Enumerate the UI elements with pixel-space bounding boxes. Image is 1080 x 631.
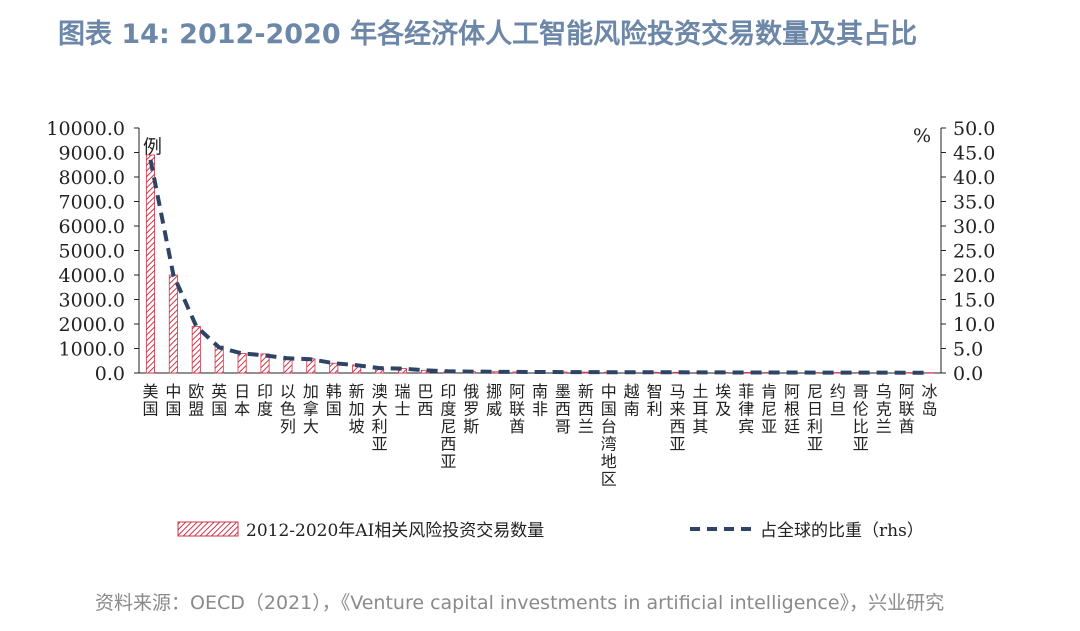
x-tick-label: 新加坡	[349, 382, 365, 436]
right-y-tick-label: 25.0	[953, 241, 995, 263]
right-axis-unit-label: %	[913, 125, 931, 147]
left-y-tick-label: 5000.0	[59, 241, 125, 263]
x-tick-label: 墨西哥	[555, 382, 571, 436]
x-tick-label: 美国	[142, 382, 158, 419]
bar	[397, 368, 408, 374]
bar	[145, 154, 155, 374]
x-tick-label: 澳大利亚	[372, 382, 388, 454]
legend-bar-swatch	[177, 521, 239, 537]
x-tick-label: 巴西	[417, 382, 433, 419]
bar	[260, 353, 270, 374]
right-y-tick-label: 15.0	[953, 290, 995, 312]
right-y-tick-label: 5.0	[953, 339, 983, 361]
chart-title: 图表 14: 2012-2020 年各经济体人工智能风险投资交易数量及其占比	[58, 19, 918, 50]
left-y-tick-label: 3000.0	[59, 290, 125, 312]
right-y-tick-label: 10.0	[953, 314, 995, 336]
x-tick-label: 智利	[647, 382, 663, 419]
x-tick-label: 瑞士	[395, 382, 411, 419]
bar	[191, 326, 201, 374]
x-tick-label: 阿联酋	[509, 382, 525, 436]
bar	[168, 274, 178, 374]
bar	[329, 362, 339, 374]
x-tick-label: 埃及	[715, 382, 731, 419]
axes: 0.01000.02000.03000.04000.05000.06000.07…	[46, 118, 995, 385]
left-axis-unit-label: 例	[143, 136, 162, 158]
legend: 2012-2020年AI相关风险投资交易数量 占全球的比重（rhs）	[177, 521, 924, 541]
x-tick-label: 中国	[165, 382, 181, 419]
x-tick-label: 俄罗斯	[463, 382, 479, 436]
x-tick-label: 新西兰	[578, 382, 594, 436]
x-tick-labels: 美国中国欧盟英国日本印度以色列加拿大韩国新加坡澳大利亚瑞士巴西印度尼西亚俄罗斯挪…	[142, 382, 937, 489]
line-series	[148, 159, 930, 375]
left-y-tick-label: 1000.0	[59, 339, 125, 361]
left-y-tick-label: 2000.0	[59, 314, 125, 336]
left-y-tick-label: 7000.0	[59, 192, 125, 214]
x-tick-label: 冰岛	[922, 382, 938, 419]
left-y-tick-label: 4000.0	[59, 265, 125, 287]
x-tick-label: 乌克兰	[876, 382, 892, 436]
x-tick-label: 英国	[211, 382, 227, 419]
x-tick-label: 印度	[257, 382, 273, 419]
source-note: 资料来源：OECD（2021），《Venture capital investm…	[95, 592, 945, 614]
x-tick-label: 土耳其	[692, 382, 708, 436]
left-y-tick-label: 8000.0	[59, 167, 125, 189]
x-tick-label: 菲律宾	[738, 382, 754, 436]
right-y-tick-label: 50.0	[953, 118, 995, 140]
x-tick-label: 哥伦比亚	[853, 382, 869, 454]
x-tick-label: 约旦	[830, 382, 846, 419]
left-y-tick-label: 9000.0	[59, 143, 125, 165]
x-tick-label: 加拿大	[303, 382, 319, 436]
bars	[145, 154, 935, 374]
x-tick-label: 马来西亚	[669, 382, 685, 454]
chart: 0.01000.02000.03000.04000.05000.06000.07…	[46, 118, 995, 541]
x-tick-label: 尼日利亚	[807, 382, 823, 454]
x-tick-label: 以色列	[280, 382, 296, 436]
x-tick-label: 韩国	[326, 382, 342, 419]
x-tick-label: 欧盟	[188, 382, 204, 419]
left-y-tick-label: 6000.0	[59, 216, 125, 238]
x-tick-label: 阿联酋	[899, 382, 915, 436]
legend-line-label: 占全球的比重（rhs）	[760, 521, 924, 541]
right-y-tick-label: 40.0	[953, 167, 995, 189]
x-tick-label: 印度尼西亚	[440, 382, 456, 471]
bar	[925, 372, 935, 374]
left-y-tick-label: 10000.0	[46, 118, 125, 140]
x-tick-label: 肯尼亚	[761, 382, 777, 436]
x-tick-label: 挪威	[486, 382, 502, 419]
right-y-tick-label: 35.0	[953, 192, 995, 214]
legend-bar-label: 2012-2020年AI相关风险投资交易数量	[246, 521, 544, 541]
right-y-tick-label: 0.0	[953, 363, 983, 385]
right-y-tick-label: 20.0	[953, 265, 995, 287]
bar	[237, 352, 247, 374]
x-tick-label: 日本	[234, 382, 250, 419]
x-tick-label: 中国台湾地区	[601, 382, 617, 489]
x-tick-label: 阿根廷	[784, 382, 800, 436]
right-y-tick-label: 45.0	[953, 143, 995, 165]
right-y-tick-label: 30.0	[953, 216, 995, 238]
share-line	[148, 159, 930, 375]
x-tick-label: 越南	[624, 382, 640, 419]
x-tick-label: 南非	[532, 382, 548, 419]
left-y-tick-label: 0.0	[95, 363, 125, 385]
